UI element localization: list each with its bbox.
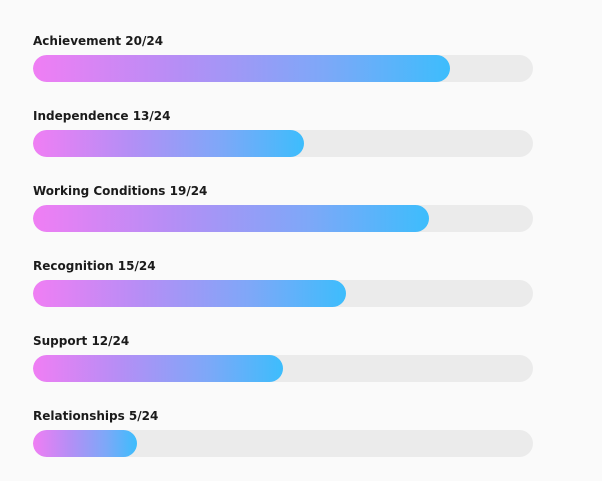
bar-row-working-conditions: Working Conditions 19/24 [33, 184, 533, 232]
bar-label-relationships: Relationships 5/24 [33, 409, 159, 423]
bar-label-achievement: Achievement 20/24 [33, 34, 164, 48]
bar-track-achievement [33, 55, 533, 82]
bar-row-independence: Independence 13/24 [33, 109, 533, 157]
bar-track-recognition [33, 280, 533, 307]
bar-fill-support [33, 355, 283, 382]
bar-fill-recognition [33, 280, 346, 307]
bar-label-recognition: Recognition 15/24 [33, 259, 156, 273]
bar-row-achievement: Achievement 20/24 [33, 34, 533, 82]
bar-label-working-conditions: Working Conditions 19/24 [33, 184, 208, 198]
bar-label-support: Support 12/24 [33, 334, 130, 348]
bar-row-relationships: Relationships 5/24 [33, 409, 533, 457]
bar-track-relationships [33, 430, 533, 457]
bar-track-independence [33, 130, 533, 157]
bar-row-recognition: Recognition 15/24 [33, 259, 533, 307]
bar-fill-working-conditions [33, 205, 429, 232]
bar-track-working-conditions [33, 205, 533, 232]
bar-fill-achievement [33, 55, 450, 82]
bar-track-support [33, 355, 533, 382]
bar-fill-relationships [33, 430, 137, 457]
bar-label-independence: Independence 13/24 [33, 109, 171, 123]
bar-fill-independence [33, 130, 304, 157]
bar-row-support: Support 12/24 [33, 334, 533, 382]
